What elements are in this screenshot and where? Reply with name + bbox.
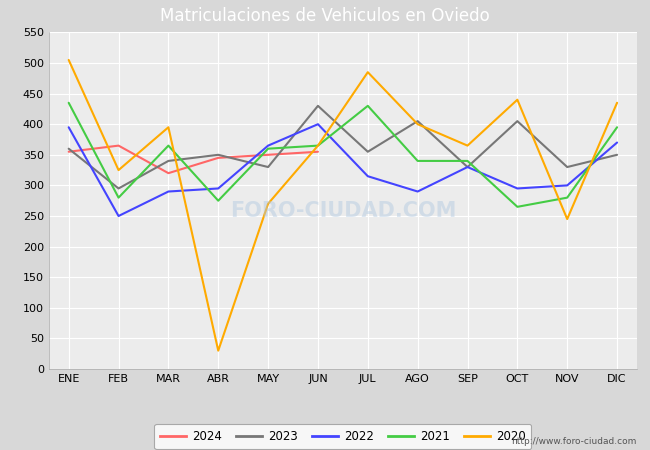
Text: Matriculaciones de Vehiculos en Oviedo: Matriculaciones de Vehiculos en Oviedo (160, 7, 490, 25)
Text: http://www.foro-ciudad.com: http://www.foro-ciudad.com (512, 436, 637, 446)
Legend: 2024, 2023, 2022, 2021, 2020: 2024, 2023, 2022, 2021, 2020 (155, 424, 531, 449)
Text: FORO-CIUDAD.COM: FORO-CIUDAD.COM (229, 201, 456, 221)
